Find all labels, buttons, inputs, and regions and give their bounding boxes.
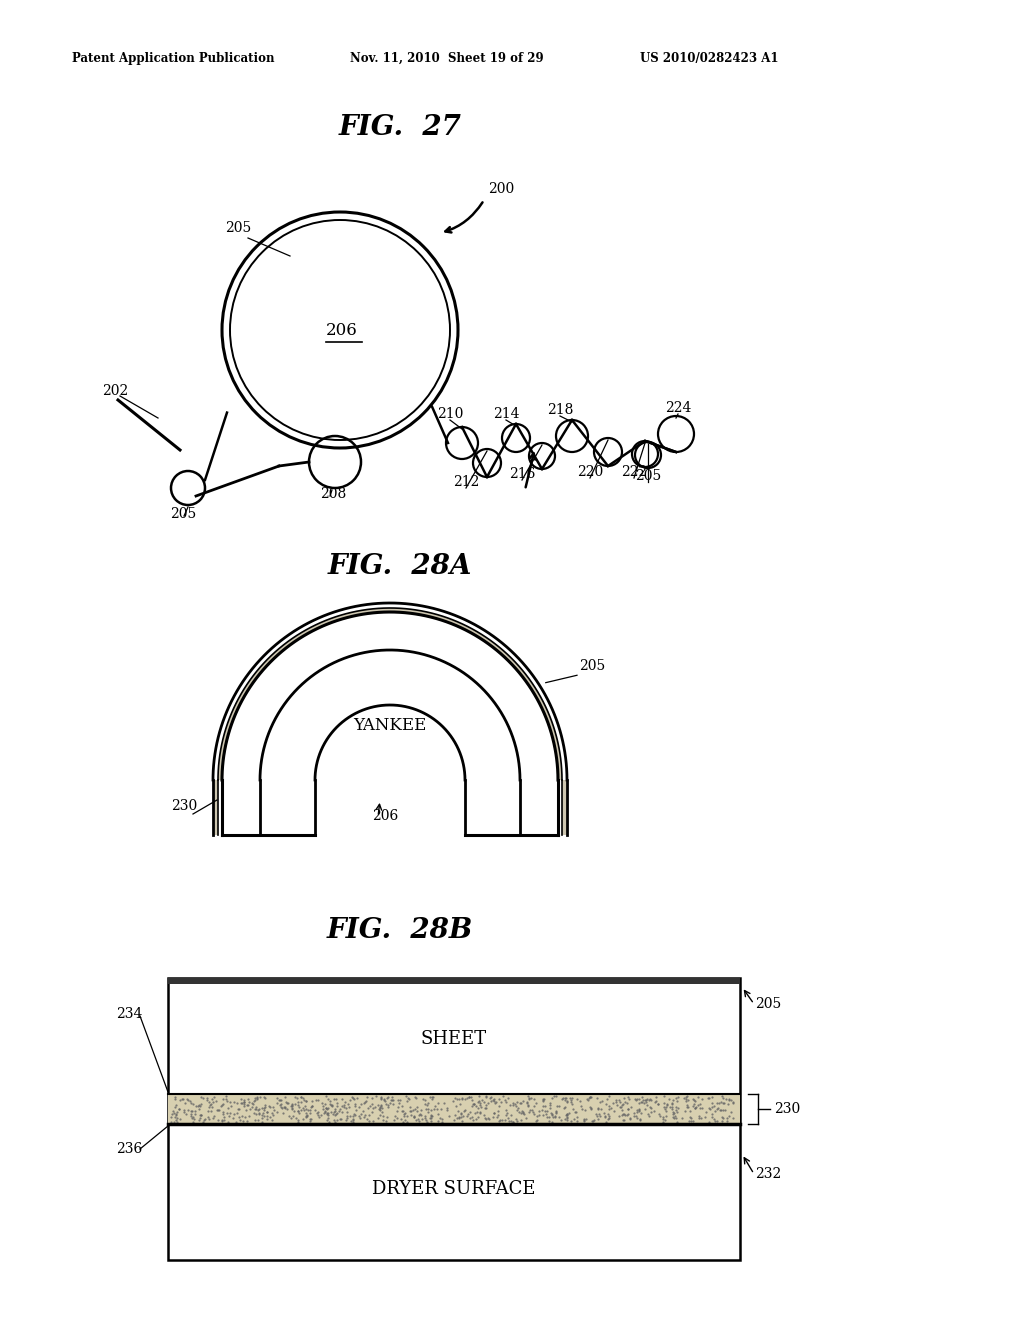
Text: YANKEE: YANKEE bbox=[353, 717, 427, 734]
Polygon shape bbox=[213, 780, 218, 836]
Text: SHEET: SHEET bbox=[421, 1030, 487, 1048]
Text: 205: 205 bbox=[755, 997, 781, 1011]
Text: Nov. 11, 2010  Sheet 19 of 29: Nov. 11, 2010 Sheet 19 of 29 bbox=[350, 51, 544, 65]
Text: 218: 218 bbox=[547, 403, 573, 417]
Text: 202: 202 bbox=[102, 384, 128, 399]
Text: US 2010/0282423 A1: US 2010/0282423 A1 bbox=[640, 51, 778, 65]
Text: 205: 205 bbox=[635, 469, 662, 483]
Text: 234: 234 bbox=[116, 1007, 142, 1020]
Text: 205: 205 bbox=[579, 659, 605, 673]
Text: 205: 205 bbox=[170, 507, 197, 521]
Bar bbox=[168, 978, 740, 1261]
Text: 200: 200 bbox=[488, 182, 514, 195]
Text: Patent Application Publication: Patent Application Publication bbox=[72, 51, 274, 65]
Text: 206: 206 bbox=[326, 322, 357, 339]
Text: 222: 222 bbox=[621, 465, 647, 479]
Text: 230: 230 bbox=[774, 1102, 800, 1115]
Text: FIG.  28A: FIG. 28A bbox=[328, 553, 472, 579]
Text: FIG.  28B: FIG. 28B bbox=[327, 917, 473, 944]
Text: 236: 236 bbox=[116, 1142, 142, 1156]
Text: 210: 210 bbox=[437, 407, 463, 421]
Text: 220: 220 bbox=[577, 465, 603, 479]
Polygon shape bbox=[218, 609, 562, 780]
Text: FIG.  27: FIG. 27 bbox=[339, 114, 462, 141]
Text: 230: 230 bbox=[171, 799, 198, 813]
Text: 205: 205 bbox=[225, 220, 251, 235]
Text: 212: 212 bbox=[453, 475, 479, 488]
Text: 214: 214 bbox=[493, 407, 519, 421]
Text: 208: 208 bbox=[319, 487, 346, 502]
Text: 232: 232 bbox=[755, 1167, 781, 1181]
Text: 216: 216 bbox=[509, 467, 536, 480]
Text: 206: 206 bbox=[372, 809, 398, 822]
Bar bbox=[168, 1094, 740, 1125]
Bar bbox=[168, 978, 740, 983]
Text: 224: 224 bbox=[665, 401, 691, 414]
Text: DRYER SURFACE: DRYER SURFACE bbox=[373, 1180, 536, 1199]
Polygon shape bbox=[562, 780, 567, 836]
